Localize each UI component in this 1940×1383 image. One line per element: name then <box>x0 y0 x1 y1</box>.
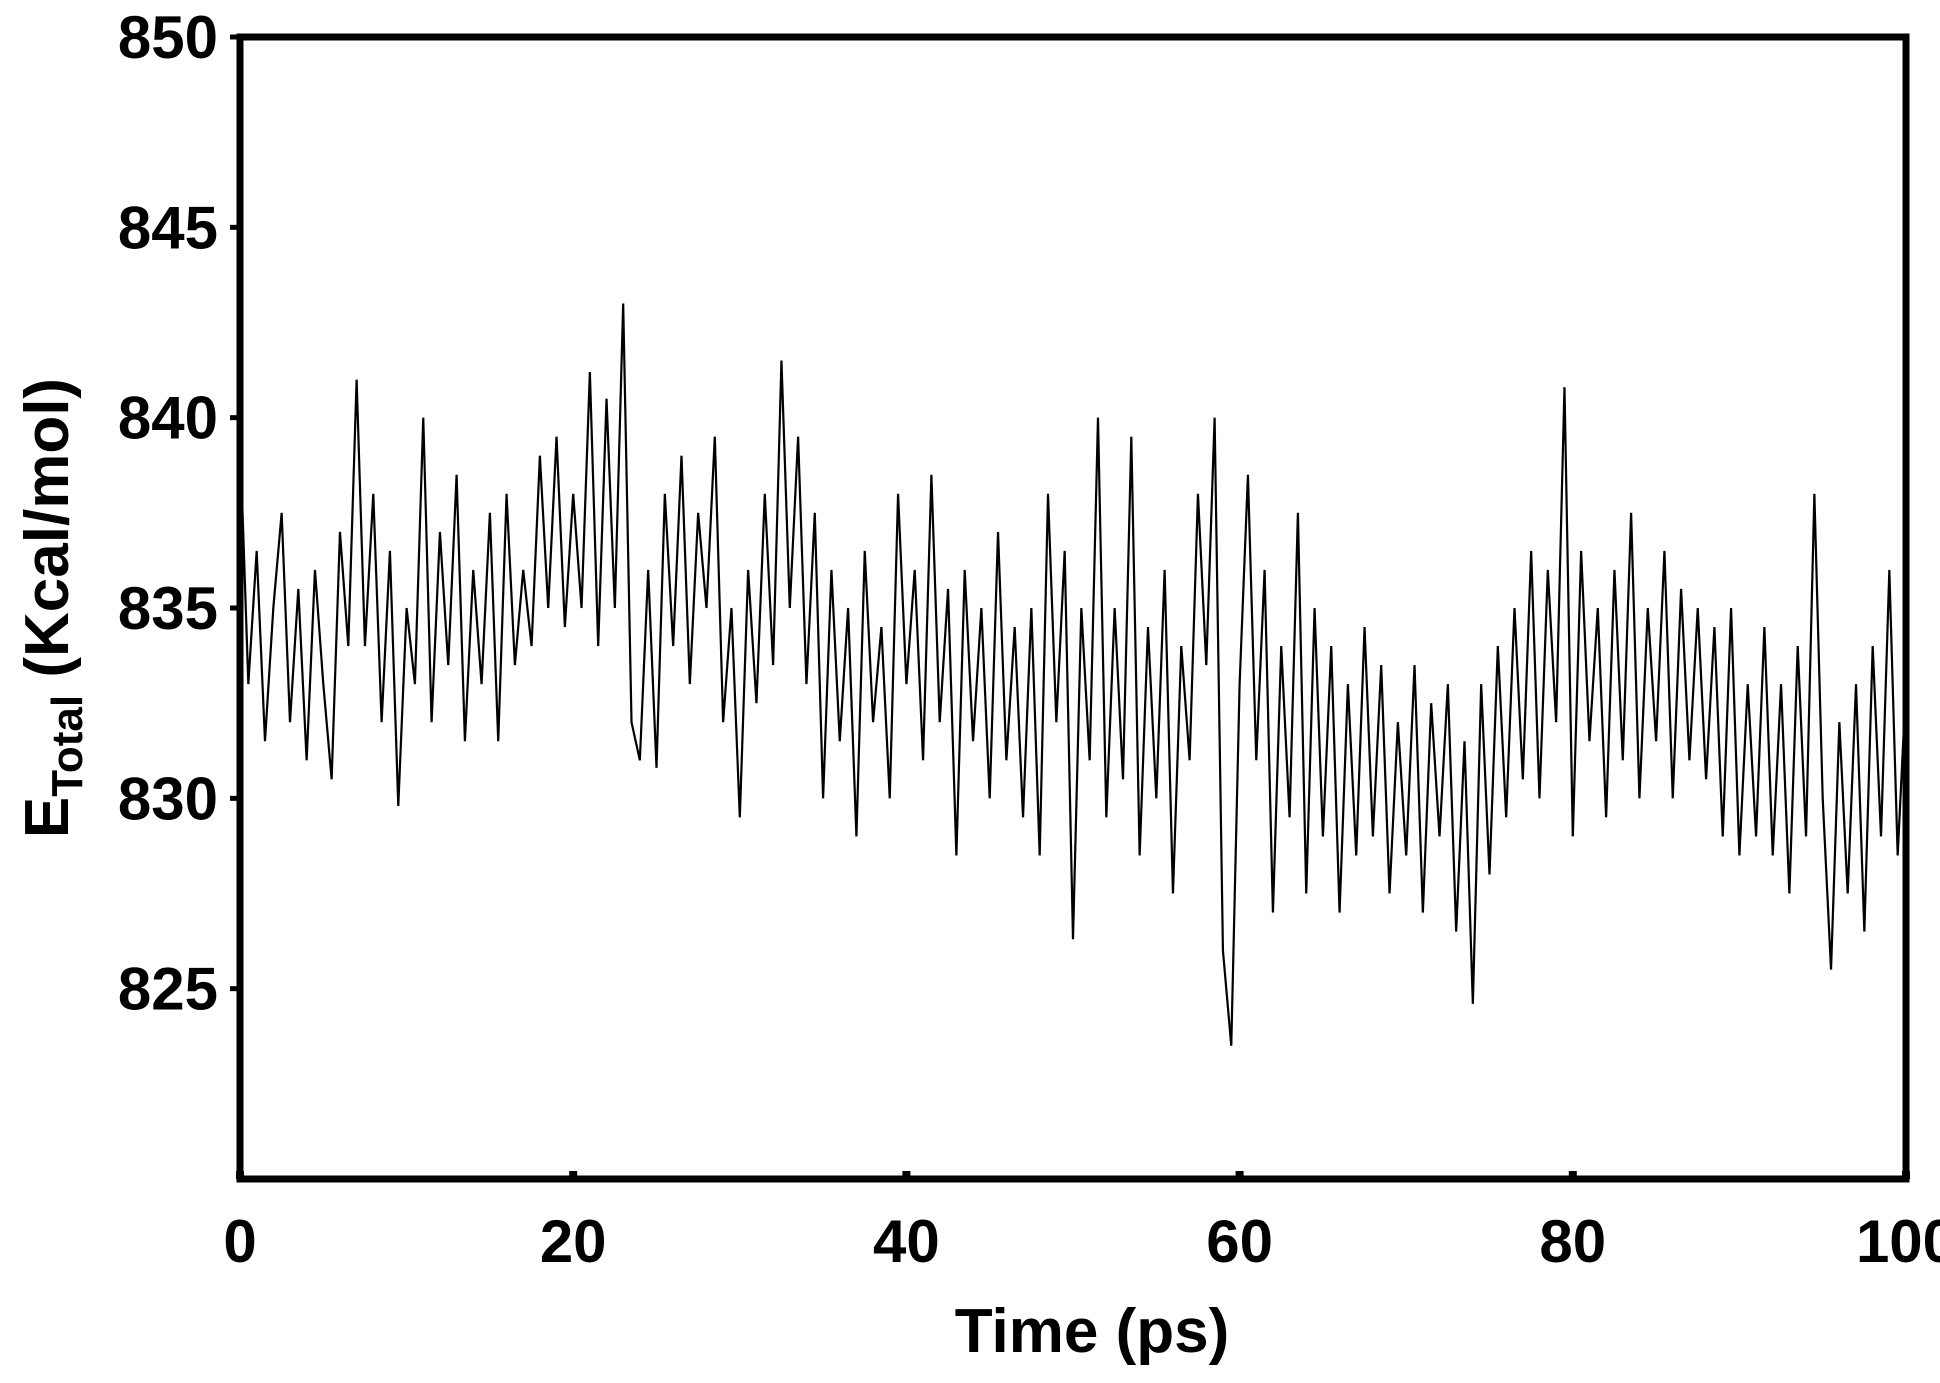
x-tick-label: 80 <box>1539 1208 1606 1275</box>
y-label-rest: (Kcal/mol) <box>13 378 82 695</box>
x-tick-label: 60 <box>1206 1208 1273 1275</box>
x-tick-label: 100 <box>1856 1208 1940 1275</box>
data-line <box>238 303 1908 1046</box>
y-tick-label: 830 <box>118 765 218 832</box>
x-tick-label: 20 <box>540 1208 607 1275</box>
y-label-sub: Total <box>43 695 92 797</box>
x-axis-label: Time (ps) <box>955 1297 1229 1366</box>
x-tick-label: 40 <box>873 1208 940 1275</box>
y-axis-label: ETotal (Kcal/mol) <box>13 378 92 838</box>
y-tick-label: 840 <box>118 385 218 452</box>
plot-frame <box>236 33 1910 1183</box>
y-tick-label: 845 <box>118 194 218 261</box>
x-tick-label: 0 <box>223 1208 256 1275</box>
y-tick-label: 835 <box>118 575 218 642</box>
y-tick-label: 850 <box>118 4 218 71</box>
y-tick-label: 825 <box>118 956 218 1023</box>
y-label-main: E <box>13 797 82 838</box>
